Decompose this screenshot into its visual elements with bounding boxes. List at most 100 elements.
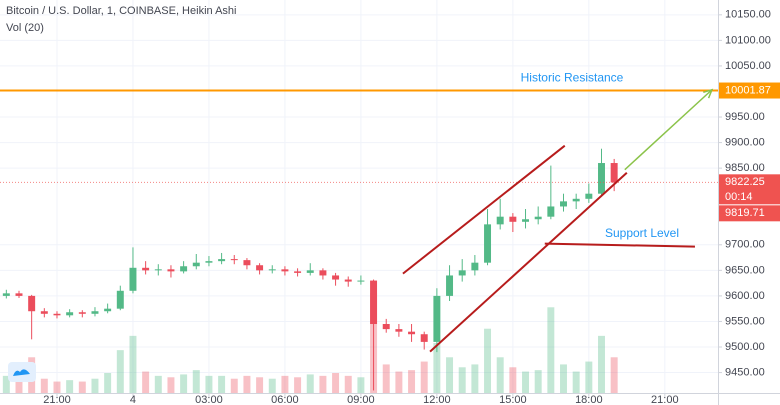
- candle-body: [104, 308, 112, 312]
- volume-bar: [534, 370, 542, 393]
- volume-bar: [15, 378, 23, 393]
- y-tick-label: 9450.00: [725, 366, 765, 378]
- y-tick-label: 9850.00: [725, 162, 765, 174]
- y-tick-label: 9900.00: [725, 136, 765, 148]
- volume-bar: [585, 361, 593, 393]
- volume-bar: [433, 343, 441, 393]
- resistance-price-box: [719, 82, 780, 99]
- y-tick-label: 10050.00: [725, 60, 771, 72]
- volume-bar: [281, 375, 289, 393]
- candle-body: [40, 311, 48, 314]
- arrow-line: [624, 89, 713, 171]
- volume-bar: [395, 371, 403, 393]
- volume-bar: [256, 377, 264, 393]
- drawing-layer: Historic Resistance Support Level: [0, 71, 718, 353]
- candle-body: [458, 270, 466, 276]
- candle-body: [53, 313, 61, 316]
- volume-bar: [560, 364, 567, 393]
- candle-body: [484, 224, 492, 263]
- y-tick-label: 9550.00: [725, 315, 765, 327]
- candle-body: [370, 280, 378, 325]
- y-tick-label: 9950.00: [725, 111, 765, 123]
- candle-body: [205, 261, 213, 263]
- volume-bar: [446, 357, 454, 393]
- volume-bar: [344, 375, 352, 393]
- volume-bar: [91, 378, 99, 393]
- candle-body: [433, 295, 441, 342]
- volume-bar: [319, 375, 327, 393]
- volume-bar: [116, 350, 124, 393]
- candle-body: [15, 293, 23, 296]
- candle-body: [547, 206, 555, 217]
- candle-body: [243, 260, 251, 266]
- x-tick-label: 12:00: [423, 394, 451, 405]
- candle-body: [91, 311, 99, 314]
- x-tick-label: 21:00: [651, 394, 679, 405]
- candle-body: [496, 216, 504, 225]
- volume-bar: [509, 367, 517, 393]
- candle-body: [116, 290, 124, 309]
- candle-body: [408, 331, 416, 335]
- y-tick-label: 10100.00: [725, 34, 771, 46]
- candle-body: [129, 267, 137, 291]
- candle-body: [256, 265, 264, 271]
- volume-bar: [66, 380, 74, 393]
- candle-body: [344, 279, 352, 282]
- last-price-box: [719, 174, 780, 205]
- countdown-label: 00:14: [725, 191, 753, 203]
- candle-body: [218, 259, 226, 262]
- volume-bar: [382, 364, 390, 393]
- volume-title: Vol (20): [6, 22, 44, 34]
- volume-bar: [458, 367, 466, 393]
- candle-body: [332, 275, 340, 280]
- volume-bar: [522, 371, 530, 393]
- volume-bar: [547, 307, 555, 393]
- candle-body: [281, 269, 289, 272]
- candle-body: [471, 262, 479, 271]
- candle-body: [357, 280, 365, 282]
- trend-line: [429, 171, 628, 353]
- volume-bar: [104, 373, 112, 393]
- volume-bar: [332, 373, 340, 393]
- candle-body: [192, 262, 200, 267]
- last-price-label: 9822.25: [725, 176, 765, 188]
- candle-body: [395, 329, 403, 332]
- volume-bar: [484, 328, 492, 393]
- candle-body: [268, 269, 276, 271]
- y-tick-label: 9650.00: [725, 264, 765, 276]
- volume-bar: [205, 375, 213, 393]
- secondary-price-box: [719, 205, 780, 222]
- volume-bar: [142, 371, 150, 393]
- x-tick-label: 15:00: [499, 394, 527, 405]
- volume-bar: [357, 377, 365, 393]
- candle-body: [560, 201, 567, 207]
- logo: [8, 362, 36, 382]
- candle-body: [522, 219, 530, 222]
- candle-body: [572, 198, 580, 202]
- volume-bar: [53, 381, 61, 393]
- candle-body: [167, 269, 175, 272]
- candle-body: [610, 163, 618, 183]
- x-tick-label: 21:00: [43, 394, 71, 405]
- volume-bar: [129, 335, 137, 393]
- candle-body: [446, 275, 454, 296]
- candle-body: [154, 269, 162, 271]
- candle-body: [28, 295, 36, 312]
- candle-body: [585, 193, 593, 199]
- volume-bar: [180, 374, 188, 393]
- volume-bar: [230, 378, 238, 393]
- volume-bar: [408, 370, 416, 393]
- volume-bar: [167, 377, 175, 393]
- axes: 10150.00 10100.00 10050.00 9950.00 9900.00 98…: [43, 9, 780, 405]
- x-tick-label: 03:00: [195, 394, 223, 405]
- y-tick-label: 9600.00: [725, 290, 765, 302]
- grid: [0, 0, 718, 393]
- candle-body: [319, 270, 327, 276]
- secondary-price-label: 9819.71: [725, 207, 765, 219]
- arrow-head: [703, 88, 714, 99]
- candle-body: [420, 334, 428, 342]
- candle-body: [534, 216, 542, 220]
- volume-bar: [572, 371, 580, 393]
